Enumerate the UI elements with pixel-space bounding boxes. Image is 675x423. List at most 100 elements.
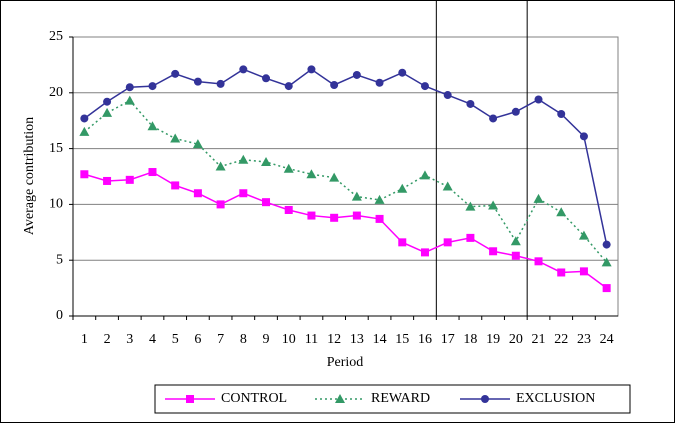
legend-marker: [335, 394, 345, 403]
marker: [351, 191, 362, 201]
marker: [125, 175, 134, 184]
x-tick-label: 17: [441, 332, 455, 347]
series-line: [83, 99, 608, 263]
y-tick-label: 0: [56, 308, 63, 323]
marker: [170, 133, 181, 143]
marker: [397, 183, 408, 193]
marker: [192, 139, 203, 149]
marker: [602, 240, 611, 249]
marker: [489, 114, 498, 123]
x-tick-label: 20: [509, 332, 523, 347]
x-tick-label: 7: [217, 332, 224, 347]
legend-label: EXCLUSION: [516, 391, 595, 406]
legend-label: CONTROL: [221, 391, 287, 406]
plot-area: [72, 36, 619, 317]
marker: [239, 189, 248, 198]
marker: [557, 268, 566, 277]
marker: [102, 107, 113, 117]
x-tick-label: 15: [395, 332, 409, 347]
marker: [420, 82, 429, 91]
marker: [489, 247, 498, 256]
x-tick-label: 11: [305, 332, 318, 347]
marker: [419, 170, 430, 180]
marker: [216, 200, 225, 209]
x-tick-label: 12: [327, 332, 341, 347]
marker: [262, 198, 271, 207]
marker: [443, 238, 452, 247]
marker: [420, 248, 429, 257]
marker: [79, 126, 90, 136]
series-line: [83, 68, 608, 245]
x-tick-label: 2: [104, 332, 111, 347]
x-tick-label: 4: [149, 332, 156, 347]
marker: [534, 257, 543, 266]
x-tick-label: 21: [532, 332, 546, 347]
marker: [238, 154, 249, 164]
legend-label: REWARD: [371, 391, 430, 406]
marker: [465, 201, 476, 211]
marker: [329, 172, 340, 182]
x-tick-label: 9: [263, 332, 270, 347]
marker: [352, 211, 361, 220]
x-tick-label: 19: [486, 332, 500, 347]
marker: [579, 132, 588, 141]
x-tick-label: 22: [554, 332, 568, 347]
x-tick-label: 5: [172, 332, 179, 347]
legend-marker: [481, 395, 489, 403]
marker: [511, 107, 520, 116]
y-tick-label: 20: [49, 85, 63, 100]
y-tick-label: 10: [49, 197, 63, 212]
marker: [193, 189, 202, 198]
marker: [557, 110, 566, 119]
x-tick-label: 24: [600, 332, 614, 347]
marker: [534, 95, 543, 104]
marker: [352, 70, 361, 79]
marker: [80, 114, 89, 123]
marker: [307, 211, 316, 220]
marker: [442, 181, 453, 191]
marker: [398, 68, 407, 77]
marker: [215, 161, 226, 171]
marker: [556, 207, 567, 217]
y-tick-label: 25: [49, 29, 63, 44]
marker: [148, 168, 157, 177]
legend-marker: [186, 395, 194, 403]
marker: [216, 79, 225, 88]
y-tick-label: 15: [49, 141, 63, 156]
x-tick-label: 1: [81, 332, 88, 347]
marker: [284, 82, 293, 91]
legend: [154, 384, 631, 414]
x-tick-label: 18: [463, 332, 477, 347]
marker: [330, 213, 339, 222]
marker: [330, 80, 339, 89]
marker: [579, 267, 588, 276]
marker: [124, 95, 135, 105]
marker: [398, 238, 407, 247]
marker: [511, 251, 520, 260]
x-axis-label: Period: [327, 355, 364, 370]
marker: [148, 82, 157, 91]
marker: [578, 230, 589, 240]
marker: [601, 257, 612, 267]
marker: [443, 91, 452, 100]
marker: [262, 74, 271, 83]
marker: [374, 194, 385, 204]
x-tick-label: 3: [126, 332, 133, 347]
x-tick-label: 14: [373, 332, 387, 347]
marker: [284, 205, 293, 214]
marker: [239, 65, 248, 74]
marker: [283, 163, 294, 173]
marker: [510, 236, 521, 246]
marker: [602, 284, 611, 293]
marker: [103, 176, 112, 185]
x-tick-label: 10: [282, 332, 296, 347]
marker: [307, 65, 316, 74]
y-tick-label: 5: [56, 252, 63, 267]
marker: [533, 193, 544, 203]
marker: [171, 69, 180, 78]
x-tick-label: 16: [418, 332, 432, 347]
x-tick-label: 23: [577, 332, 591, 347]
marker: [193, 77, 202, 86]
marker: [306, 169, 317, 179]
